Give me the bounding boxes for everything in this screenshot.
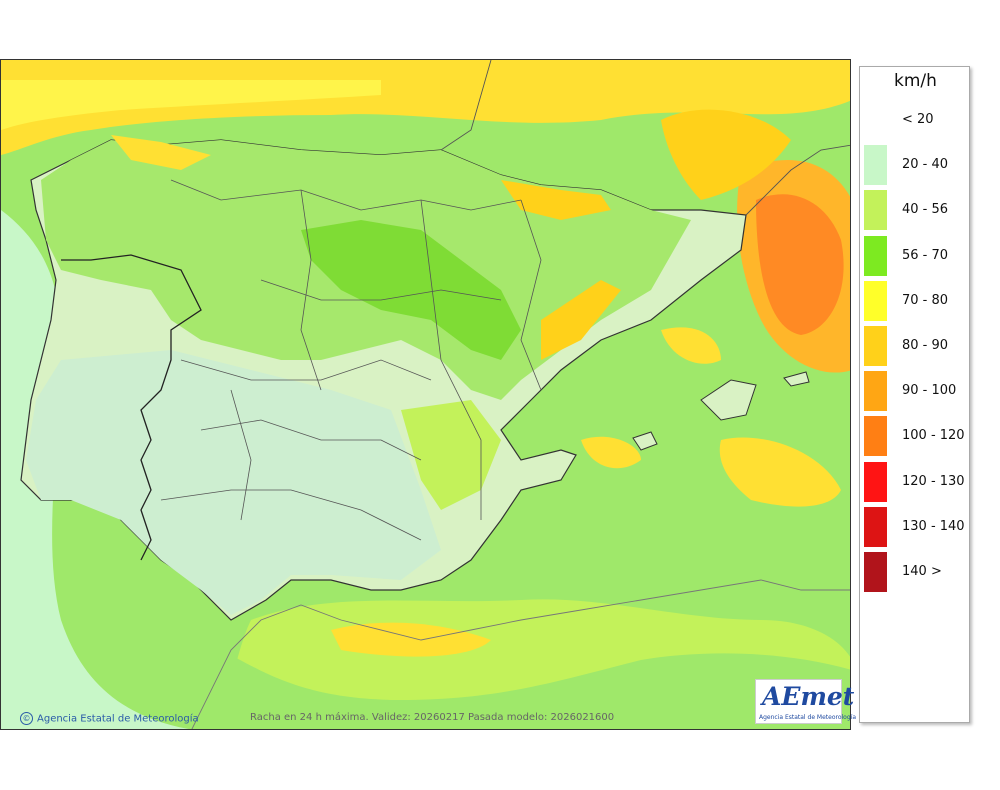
credit-text: Agencia Estatal de Meteorología	[37, 713, 199, 725]
ibiza	[632, 431, 658, 451]
agency-credit: © Agencia Estatal de Meteorología	[20, 712, 199, 725]
legend-item: 70 - 80	[864, 280, 969, 321]
france-coast-west	[440, 60, 492, 151]
legend-swatch	[864, 235, 887, 276]
legend-label: 90 - 100	[902, 383, 957, 399]
logo-subtitle: Agencia Estatal de Meteorología	[759, 714, 856, 721]
legend-swatch	[864, 326, 887, 366]
legend-label: 80 - 90	[902, 338, 949, 353]
legend-swatch	[864, 552, 887, 592]
pyrenees-zone	[501, 180, 611, 220]
legend-item: < 20	[864, 100, 969, 140]
legend-swatch	[864, 190, 887, 231]
wind-zone-pyrenees-coast	[661, 109, 791, 200]
wind-zone-med-east	[719, 437, 841, 507]
regional-borders	[160, 179, 542, 541]
legend-label: 140 >	[902, 564, 942, 579]
legend-label: 40 - 56	[902, 202, 949, 218]
legend-label: 20 - 40	[902, 157, 949, 173]
legend-label: 120 - 130	[902, 473, 965, 489]
wind-zone-alboran	[331, 622, 491, 657]
central-north-zone	[301, 220, 521, 360]
wind-zone-med-north	[661, 327, 721, 364]
legend-item: 140 >	[864, 552, 969, 592]
east-interior-zone	[401, 400, 501, 510]
legend-label: 70 - 80	[902, 292, 949, 308]
map-canvas	[1, 60, 850, 729]
africa-coast	[191, 579, 850, 729]
color-legend: km/h < 20 20 - 40 40 - 56 56 - 70 70 - 80 80 …	[859, 66, 970, 723]
legend-item: 130 - 140	[864, 506, 969, 547]
south-iberia-zone	[26, 350, 441, 615]
legend-label: < 20	[902, 112, 934, 127]
legend-item: 120 - 130	[864, 461, 969, 502]
legend-label: 56 - 70	[902, 247, 949, 263]
menorca	[783, 371, 810, 387]
wind-zone-north-light	[1, 80, 381, 130]
wind-zone-africa-north	[201, 650, 850, 729]
logo-wordmark: AEmet	[762, 682, 855, 711]
copyright-icon: ©	[20, 712, 33, 725]
legend-item: 90 - 100	[864, 371, 969, 412]
legend-label: 100 - 120	[902, 428, 965, 444]
legend-label: 130 - 140	[902, 518, 965, 534]
map-footer-caption: Racha en 24 h máxima. Validez: 20260217 …	[250, 712, 615, 723]
legend-item: 100 - 120	[864, 416, 969, 457]
legend-title: km/h	[894, 71, 937, 91]
wind-zone-gulf-lion-core	[756, 194, 844, 335]
legend-swatch	[864, 416, 887, 457]
legend-swatch	[864, 100, 887, 140]
legend-item: 40 - 56	[864, 190, 969, 231]
legend-item: 56 - 70	[864, 235, 969, 276]
iberian-system-zone	[541, 280, 621, 360]
aemet-logo: AEmet Agencia Estatal de Meteorología	[755, 679, 856, 724]
wind-gust-map	[0, 59, 851, 730]
legend-item: 80 - 90	[864, 326, 969, 366]
wind-zone-med-balearic-sw	[581, 436, 641, 469]
legend-swatch	[864, 145, 887, 186]
legend-swatch	[864, 461, 887, 502]
legend-item: 20 - 40	[864, 145, 969, 186]
legend-swatch	[864, 371, 887, 412]
legend-swatch	[864, 506, 887, 547]
mallorca	[700, 379, 757, 421]
cantabria-zone	[111, 135, 211, 170]
portugal-border	[61, 254, 202, 561]
legend-swatch	[864, 280, 887, 321]
france-coast-south	[745, 144, 850, 216]
